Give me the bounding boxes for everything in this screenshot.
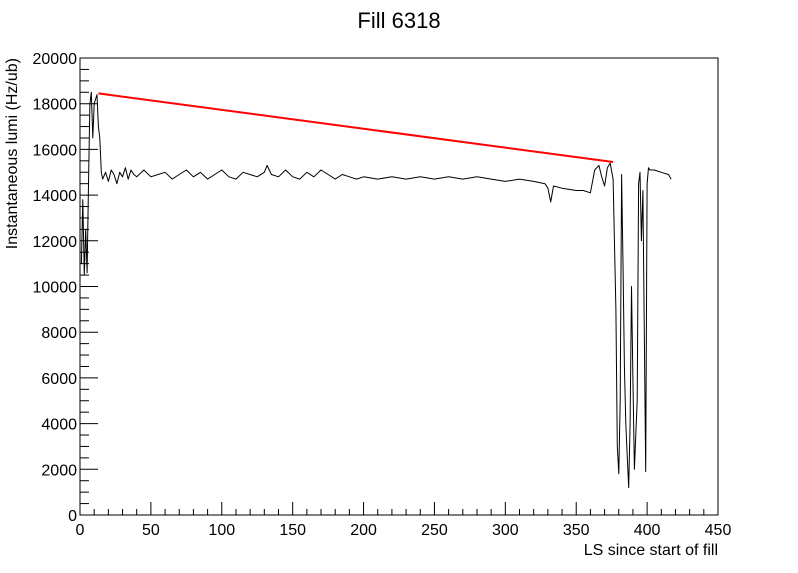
x-tick-label: 50 <box>142 522 160 539</box>
axis-layer: 0 50 100 150 200 250 300 350 400 450 0 2000 4000 6000… <box>33 51 732 539</box>
y-tick-label: 14000 <box>33 188 78 205</box>
series-line-0 <box>80 91 672 489</box>
y-tick-label: 2000 <box>41 462 77 479</box>
x-tick-label: 450 <box>705 522 732 539</box>
y-tick-label: 4000 <box>41 417 77 434</box>
series-line-1 <box>98 92 614 163</box>
x-tick-label: 150 <box>279 522 306 539</box>
x-axis-label: LS since start of fill <box>584 542 718 559</box>
y-tick-label: 10000 <box>33 280 78 297</box>
y-axis-label: Instantaneous lumi (Hz/ub) <box>4 58 21 249</box>
y-tick-label: 20000 <box>33 51 78 68</box>
x-tick-label: 300 <box>492 522 519 539</box>
y-tick-label: 18000 <box>33 97 78 114</box>
x-tick-label: 0 <box>76 522 85 539</box>
y-tick-label: 0 <box>68 508 77 525</box>
chart-title: Fill 6318 <box>357 8 440 33</box>
y-tick-label: 16000 <box>33 142 78 159</box>
x-tick-label: 350 <box>563 522 590 539</box>
y-tick-label: 12000 <box>33 234 78 251</box>
x-tick-label: 100 <box>208 522 235 539</box>
y-tick-label: 6000 <box>41 371 77 388</box>
x-tick-label: 250 <box>421 522 448 539</box>
series-layer <box>80 91 672 489</box>
y-tick-label: 8000 <box>41 325 77 342</box>
x-tick-label: 400 <box>634 522 661 539</box>
x-tick-label: 200 <box>350 522 377 539</box>
